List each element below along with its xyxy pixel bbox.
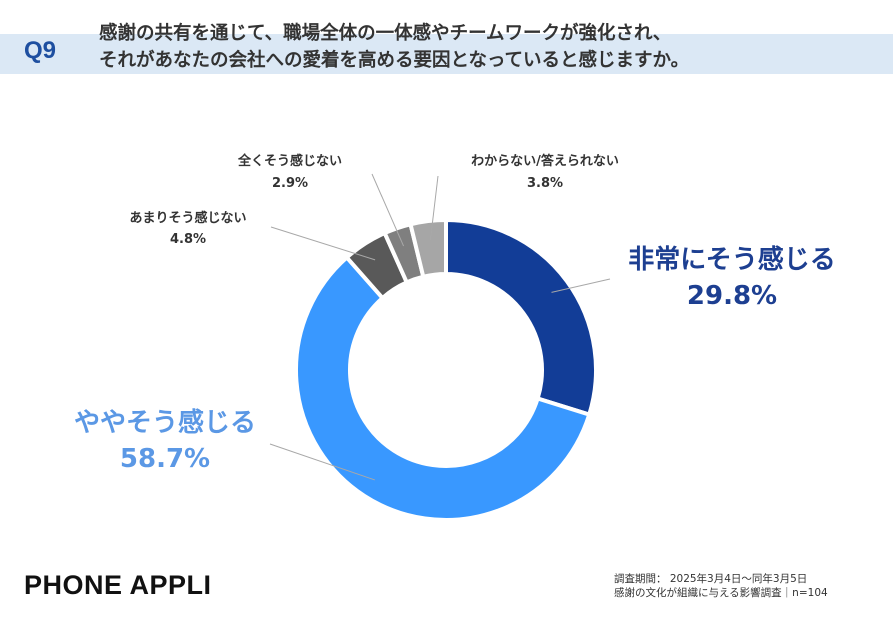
slice-somewhat (294, 254, 592, 522)
slice-label-somewhat: ややそう感じる (74, 408, 256, 438)
question-number: Q9 (24, 37, 57, 64)
slice-label-dont-know: わからない/答えられない (471, 153, 619, 169)
header-band (0, 34, 893, 74)
slice-value-dont-know: 3.8% (527, 176, 563, 191)
slice-value-very-much: 29.8% (687, 281, 777, 311)
question-line-2: それがあなたの会社への愛着を高める要因となっていると感じますか。 (99, 50, 690, 71)
leader-line-very-much (551, 278, 611, 293)
slice-label-not-much: あまりそう感じない (129, 210, 246, 226)
survey-period: 調査期間： 2025年3月4日〜同年3月5日 (614, 573, 808, 585)
survey-name: 感謝の文化が組織に与える影響調査｜n=104 (614, 587, 828, 599)
slice-very-much (444, 217, 598, 418)
slice-dont-know (408, 217, 448, 280)
slice-value-somewhat: 58.7% (120, 444, 210, 474)
slice-value-not-much: 4.8% (170, 232, 206, 247)
leader-line-not-much (270, 226, 376, 261)
slice-value-not-at-all: 2.9% (272, 176, 308, 191)
leader-lines (269, 173, 611, 481)
footnote: 調査期間： 2025年3月4日〜同年3月5日 感謝の文化が組織に与える影響調査｜… (614, 572, 828, 600)
leader-line-somewhat (269, 443, 375, 481)
slice-label-not-at-all: 全くそう感じない (237, 153, 342, 169)
question-text: 感謝の共有を通じて、職場全体の一体感やチームワークが強化され、 それがあなたの会… (99, 20, 889, 74)
leader-line-not-at-all (371, 173, 405, 247)
slice-label-very-much: 非常にそう感じる (628, 245, 835, 275)
brand-logo-text: PHONE APPLI (24, 570, 212, 600)
leader-line-dont-know (429, 175, 439, 240)
donut-slices (294, 217, 598, 522)
question-line-1: 感謝の共有を通じて、職場全体の一体感やチームワークが強化され、 (99, 23, 672, 44)
